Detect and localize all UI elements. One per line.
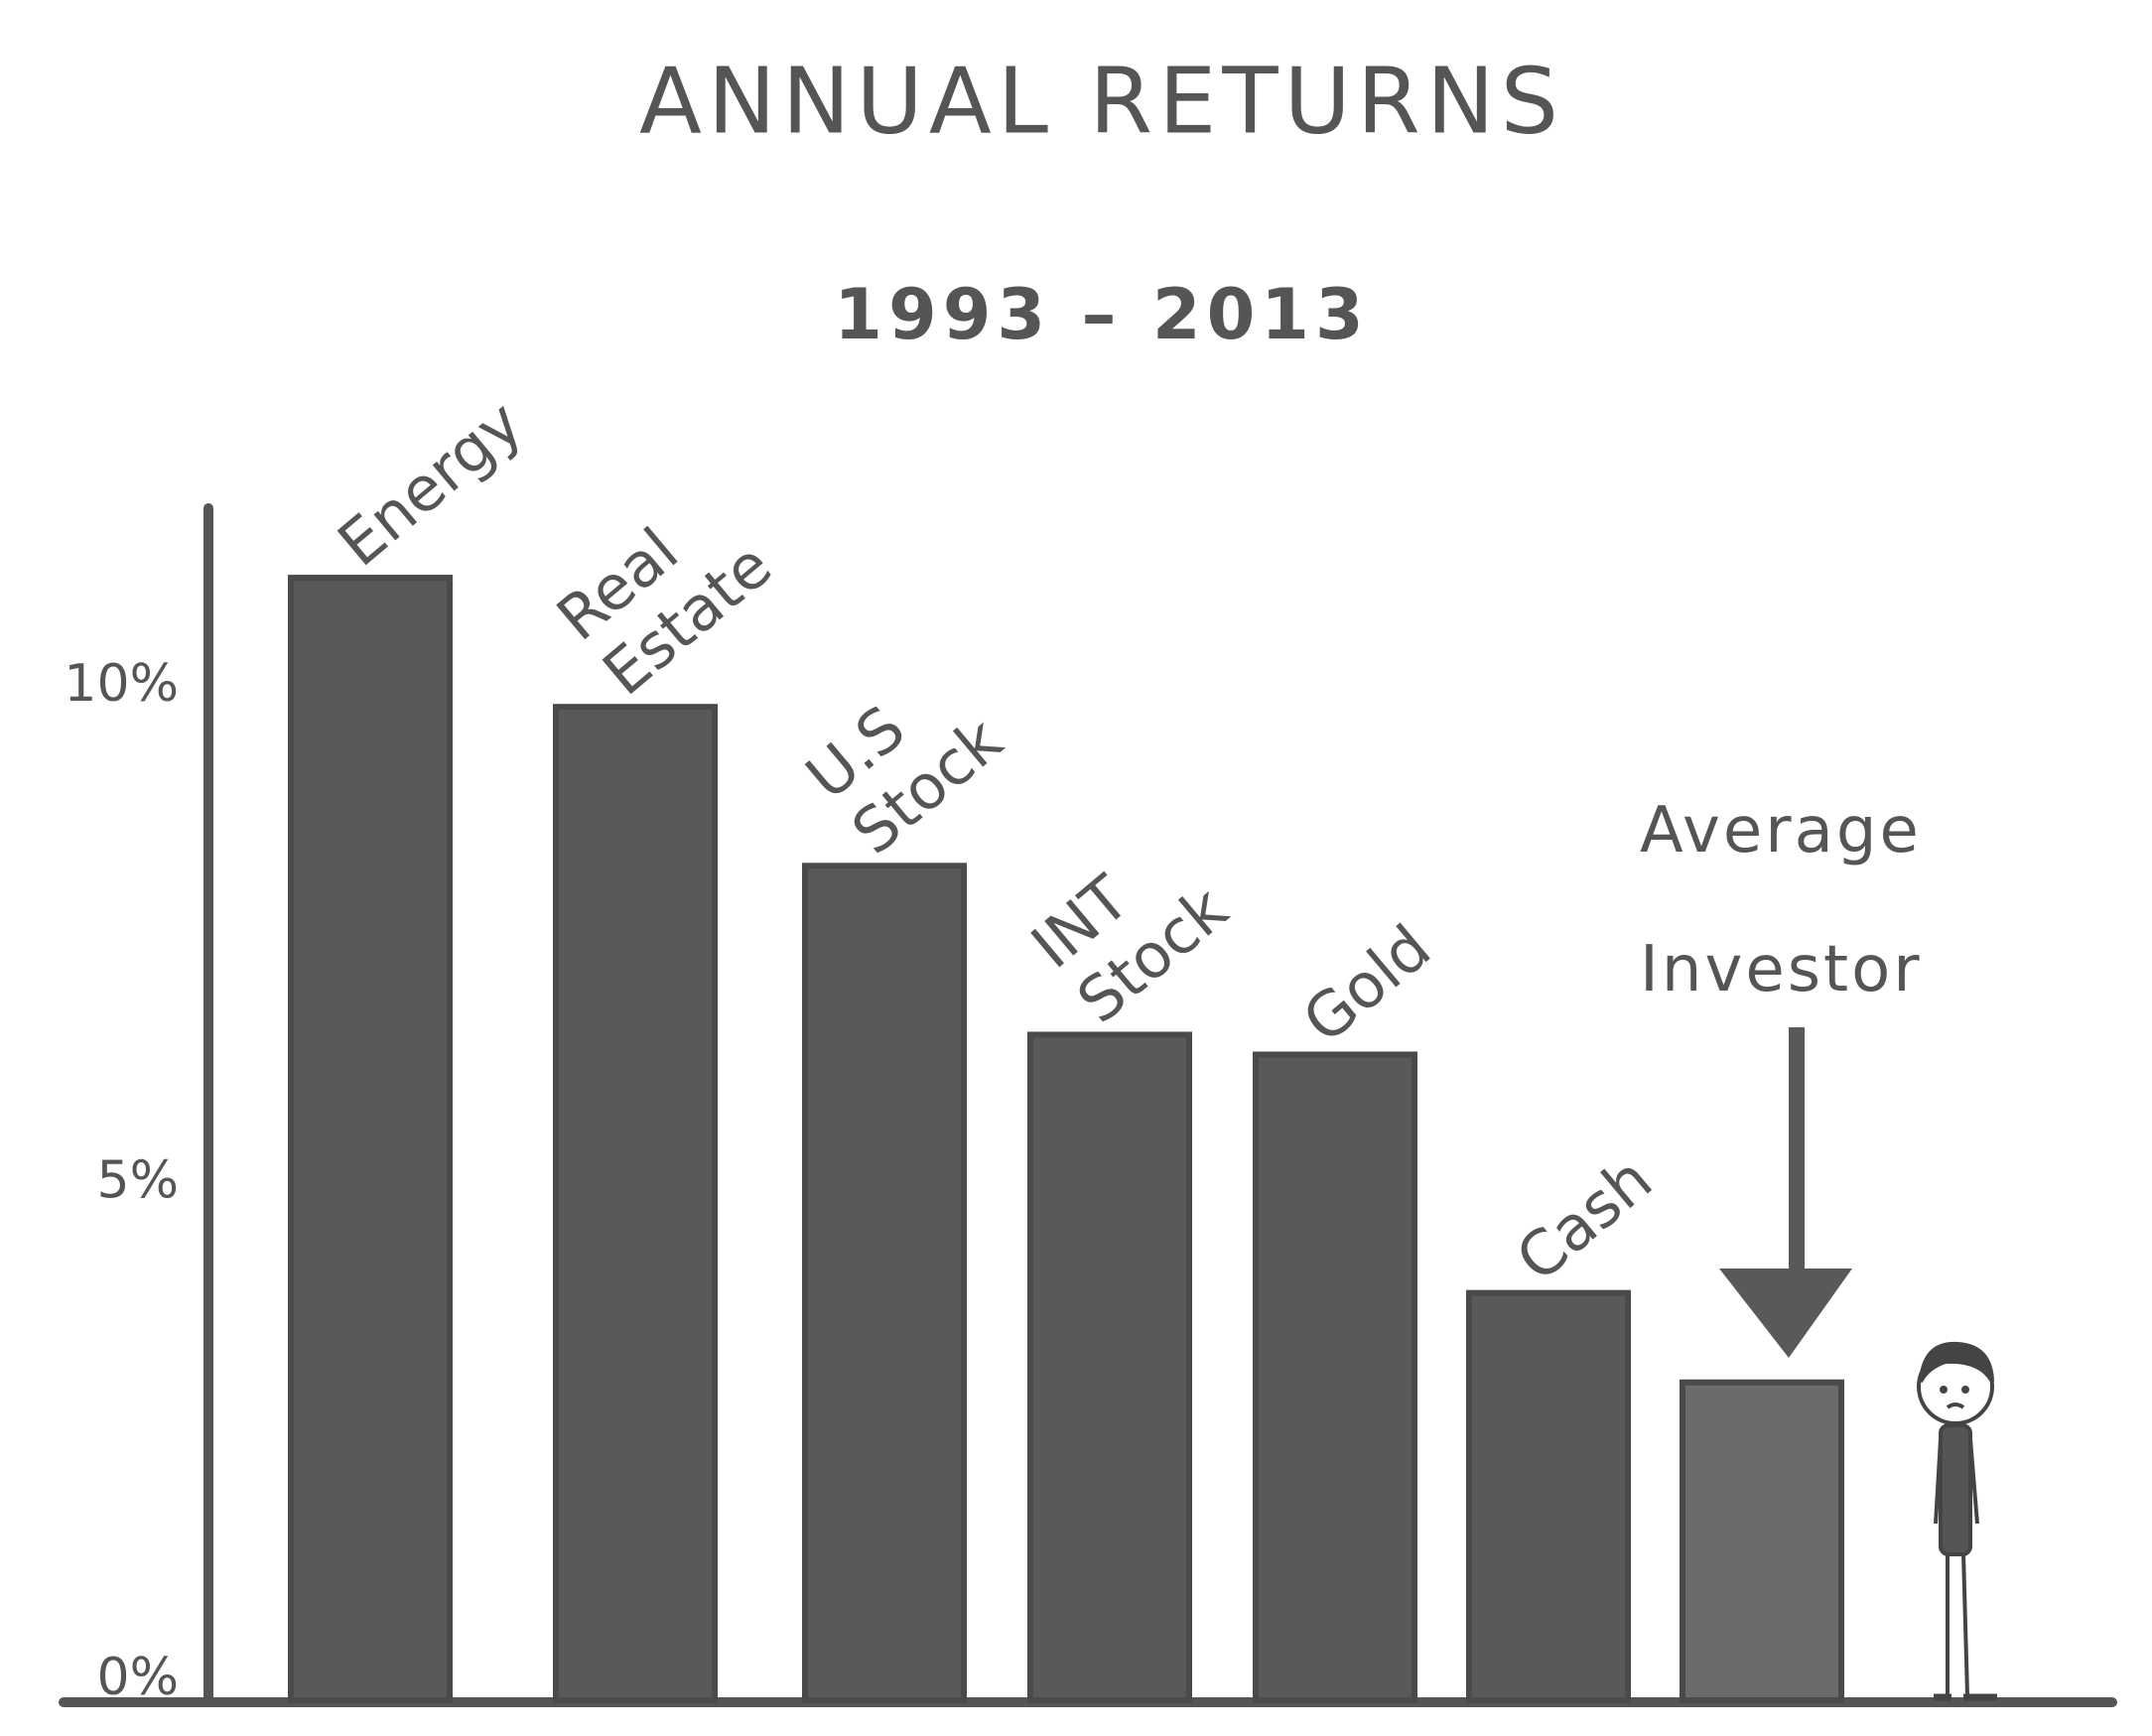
bar (553, 704, 718, 1703)
category-label: Average Investor (1640, 794, 1923, 1006)
chart-subtitle: 1993 – 2013 (834, 274, 1369, 355)
bar (1027, 1031, 1192, 1703)
y-tick-label: 10% (64, 654, 179, 714)
chart-title: ANNUAL RETURNS (639, 48, 1564, 154)
y-tick-label: 0% (97, 1648, 180, 1707)
stick-figure (1917, 1341, 1997, 1701)
bar (288, 575, 453, 1703)
bar (1253, 1051, 1417, 1704)
y-tick-label: 5% (97, 1151, 180, 1211)
bar (1466, 1289, 1631, 1703)
bar (802, 863, 967, 1703)
arrow-head (1719, 1269, 1852, 1358)
bar (1680, 1379, 1844, 1703)
